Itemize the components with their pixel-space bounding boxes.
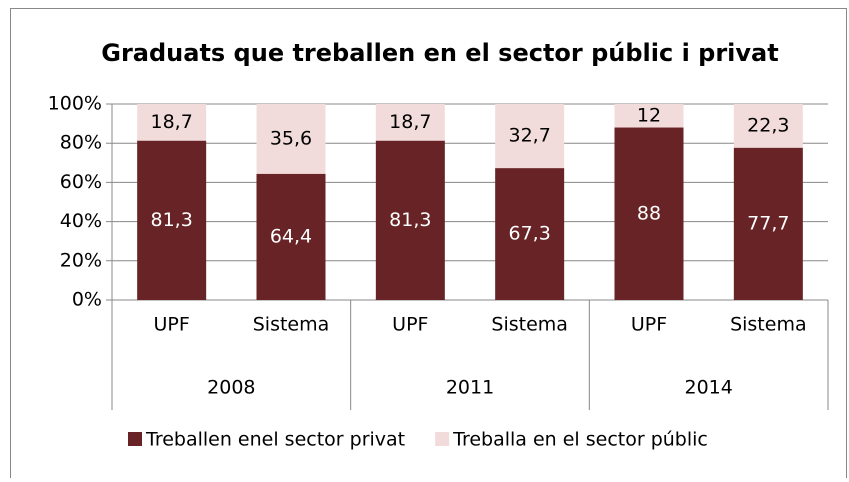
group-label: 2014 [684,377,732,399]
bar-segment [733,104,803,148]
bar-segment [137,104,207,141]
x-tick-label: UPF [631,314,667,336]
y-tick-label: 40% [60,210,102,232]
data-label: 67,3 [509,223,551,245]
x-tick-label: Sistema [253,314,330,336]
chart-title: Graduats que treballen en el sector públ… [101,39,778,67]
y-tick-label: 0% [72,289,102,311]
bar-segment [375,140,445,300]
bar-segment [137,140,207,300]
y-tick-label: 20% [60,249,102,271]
y-tick-label: 100% [48,93,102,115]
y-tick-label: 80% [60,132,102,154]
data-label: 32,7 [509,125,551,147]
data-label: 12 [637,104,661,126]
bar-segment [256,104,326,174]
data-label: 18,7 [389,111,431,133]
bar-segment [256,173,326,300]
legend-label: Treballa en el sector públic [452,429,708,451]
legend-swatch [128,432,142,446]
legend-label: Treballen enel sector privat [145,429,405,451]
x-tick-label: Sistema [491,314,568,336]
data-label: 81,3 [151,209,193,231]
y-tick-label: 60% [60,171,102,193]
group-label: 2008 [207,377,255,399]
data-label: 22,3 [747,114,789,136]
bar-segment [733,147,803,300]
bar-segment [614,104,684,128]
data-label: 77,7 [747,212,789,234]
bar-segment [495,104,565,169]
data-label: 18,7 [151,111,193,133]
bar-segment [614,127,684,301]
data-label: 64,4 [270,225,312,247]
bar-segment [495,168,565,300]
data-label: 35,6 [270,127,312,149]
bar-segment [375,104,445,141]
x-tick-label: Sistema [730,314,807,336]
data-label: 88 [637,202,661,224]
data-label: 81,3 [389,209,431,231]
x-tick-label: UPF [154,314,190,336]
group-label: 2011 [446,377,494,399]
legend-swatch [435,432,450,446]
x-tick-label: UPF [392,314,428,336]
